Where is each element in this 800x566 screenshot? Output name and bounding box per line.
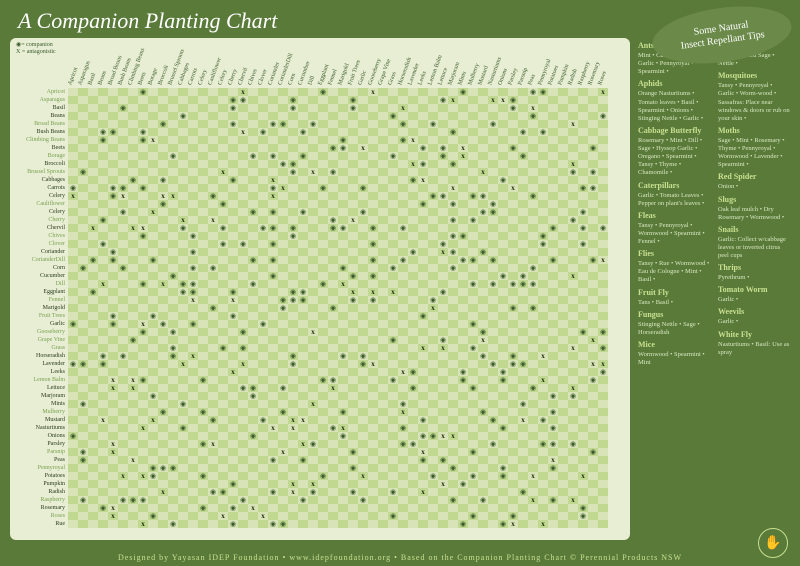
- tip-heading: White Fly: [718, 330, 790, 340]
- tip-text: Tans • Basil •: [638, 299, 710, 307]
- tip-heading: Cabbage Butterfly: [638, 126, 710, 136]
- chart-container: ◉= companion X = antagonistic ApricotAsp…: [10, 38, 630, 540]
- companion-grid: ApricotAsparagusBasilBeansBroad BeansBus…: [12, 42, 608, 528]
- tip-heading: Slugs: [718, 195, 790, 205]
- tip-heading: Aphids: [638, 79, 710, 89]
- tip-heading: Mice: [638, 340, 710, 350]
- tip-heading: Mosquitoes: [718, 71, 790, 81]
- tip-text: Tansy • Rue • Wormwood • Eau de Cologne …: [638, 260, 710, 284]
- tip-heading: Fruit Fly: [638, 288, 710, 298]
- tip-heading: Flies: [638, 249, 710, 259]
- tip-heading: Caterpillars: [638, 181, 710, 191]
- tip-text: Oak leaf mulch • Dry Rosemary • Wormwood…: [718, 206, 790, 222]
- tip-heading: Snails: [718, 225, 790, 235]
- tip-text: Garlic: Collect w/cabbage leaves or inve…: [718, 236, 790, 260]
- tip-text: Tansy • Pennyroyal • Garlic • Worm-wood …: [718, 82, 790, 123]
- tip-text: Wormwood • Spearmint • Mint: [638, 351, 710, 367]
- tip-heading: Weevils: [718, 307, 790, 317]
- tip-heading: Moths: [718, 126, 790, 136]
- tip-text: Garlic •: [718, 296, 790, 304]
- tip-text: Garlic • Tomato Leaves • Pepper on plant…: [638, 192, 710, 208]
- tip-heading: Fleas: [638, 211, 710, 221]
- tip-text: Nasturtiums • Basil: Use as spray: [718, 341, 790, 357]
- tip-text: Garlic •: [718, 318, 790, 326]
- tip-heading: Red Spider: [718, 172, 790, 182]
- tip-heading: Thrips: [718, 263, 790, 273]
- tip-text: Onion •: [718, 183, 790, 191]
- tip-text: Stinging Nettle • Sage • Horseradish: [638, 321, 710, 337]
- tips-sidebar: AntsMint • Catmint • Tansy • Garlic • Pe…: [634, 38, 790, 540]
- footer: Designed by Yayasan IDEP Foundation • ww…: [0, 553, 800, 562]
- tip-text: Pyrethrum •: [718, 274, 790, 282]
- legend: ◉= companion X = antagonistic: [16, 42, 56, 56]
- tip-heading: Tomato Worm: [718, 285, 790, 295]
- tip-text: Tansy • Pennyroyal • Wormwood • Spearmin…: [638, 222, 710, 246]
- tip-text: Rosemary • Mint • Dill • Sage • Hyssop G…: [638, 137, 710, 178]
- tip-text: Orange Nasturtiums • Tomato leaves • Bas…: [638, 90, 710, 123]
- tip-text: Sage • Mint • Rosemary • Thyme • Pennyro…: [718, 137, 790, 170]
- tip-heading: Fungus: [638, 310, 710, 320]
